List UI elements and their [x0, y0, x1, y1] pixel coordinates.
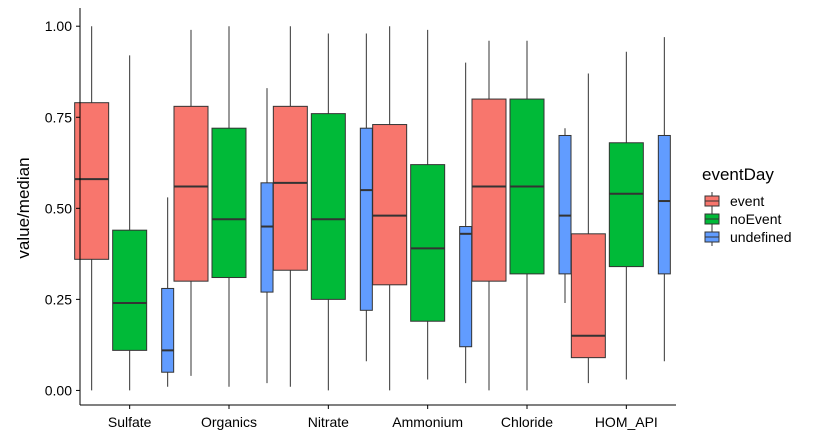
x-axis-ticks: Sulfate Organics Nitrate Ammonium Chloride HO…: [108, 405, 658, 430]
box-body: [410, 164, 446, 322]
box-undefined-ammonium: [459, 62, 473, 384]
box-noEvent-nitrate: [310, 33, 346, 391]
y-tick-label: 0.00: [45, 382, 72, 398]
box-body: [608, 142, 644, 268]
plot-area: [74, 26, 671, 391]
box-body: [471, 98, 507, 282]
box-body: [112, 229, 148, 351]
box-body: [359, 127, 373, 311]
box-noEvent-ammonium: [410, 29, 446, 380]
x-tick-label: Chloride: [501, 414, 553, 430]
box-body: [272, 105, 308, 271]
box-body: [459, 226, 473, 348]
box-undefined-chloride: [558, 128, 572, 304]
y-tick-label: 0.75: [45, 109, 72, 125]
box-body: [558, 134, 572, 275]
box-event-organics: [173, 29, 209, 376]
legend-label: undefined: [730, 229, 792, 245]
x-tick-label: Nitrate: [308, 414, 349, 430]
box-event-ammonium: [372, 26, 408, 391]
x-tick-label: HOM_API: [595, 414, 658, 430]
box-body: [161, 287, 175, 373]
box-body: [260, 182, 274, 293]
legend-item-undefined: undefined: [704, 228, 792, 246]
box-event-chloride: [471, 40, 507, 391]
box-undefined-hom_api: [657, 37, 671, 362]
legend: eventDay event noEvent undefined: [702, 165, 792, 246]
x-tick-label: Ammonium: [392, 414, 463, 430]
box-body: [657, 134, 671, 275]
box-noEvent-sulfate: [112, 55, 148, 391]
box-event-hom_api: [570, 73, 606, 384]
legend-title: eventDay: [702, 165, 774, 184]
box-noEvent-organics: [211, 26, 247, 387]
box-body: [372, 124, 408, 286]
box-noEvent-hom_api: [608, 51, 644, 380]
y-tick-label: 1.00: [45, 18, 72, 34]
legend-label: noEvent: [730, 211, 781, 227]
x-tick-label: Sulfate: [108, 414, 152, 430]
box-event-nitrate: [272, 26, 308, 387]
box-noEvent-chloride: [509, 40, 545, 391]
legend-label: event: [730, 193, 764, 209]
y-tick-label: 0.25: [45, 291, 72, 307]
box-body: [211, 127, 247, 279]
box-undefined-sulfate: [161, 197, 175, 387]
y-axis-ticks: 0.00 0.25 0.50 0.75 1.00: [45, 18, 80, 398]
box-body: [570, 233, 606, 359]
legend-item-noEvent: noEvent: [704, 210, 781, 228]
x-tick-label: Organics: [201, 414, 257, 430]
box-body: [310, 113, 346, 300]
box-body: [173, 105, 209, 282]
y-axis-title: value/median: [14, 157, 33, 258]
legend-item-event: event: [704, 192, 764, 210]
y-tick-label: 0.50: [45, 200, 72, 216]
